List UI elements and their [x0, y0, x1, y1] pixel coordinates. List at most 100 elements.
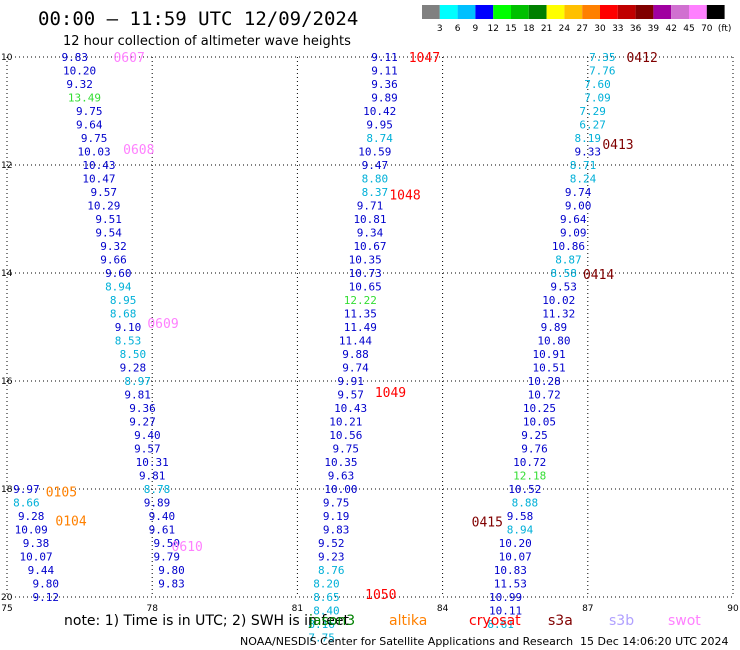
pass-label: 0415	[472, 515, 503, 530]
satellite-legend: jason3 altika cryosat s3a s3b swot	[308, 613, 701, 629]
pass-label: 0608	[123, 143, 154, 158]
swh-value: 10.09	[15, 524, 48, 537]
swh-value: 9.60	[105, 267, 132, 280]
scale-swatch	[493, 5, 511, 19]
swh-value: 9.33	[575, 146, 602, 159]
pass-label: 1047	[409, 51, 440, 66]
swh-value: 10.99	[489, 591, 522, 604]
swh-value: 9.81	[124, 389, 151, 402]
swh-value: 9.38	[23, 537, 50, 550]
footer-timestamp: 15 Dec 14:06:20 UTC 2024	[580, 635, 728, 648]
scale-swatch	[457, 5, 476, 19]
swh-value: 10.86	[552, 240, 585, 253]
scale-label: 3	[437, 24, 443, 34]
swh-value: 7.09	[584, 92, 611, 105]
swh-value: 10.31	[136, 456, 169, 469]
scale-label: 45	[683, 24, 694, 34]
swh-value: 8.94	[507, 524, 534, 537]
swh-value: 6.27	[579, 119, 606, 132]
y-tick-label: 16	[1, 377, 13, 387]
swh-value: 7.76	[589, 65, 616, 78]
y-tick-label: 10	[1, 53, 13, 63]
swh-value: 9.89	[144, 497, 171, 510]
scale-label: 36	[630, 24, 642, 34]
swh-value: 10.56	[329, 429, 362, 442]
swh-value: 9.58	[507, 510, 534, 523]
swh-value: 9.25	[521, 429, 548, 442]
swh-value: 9.81	[139, 470, 166, 483]
swh-value: 9.75	[323, 497, 350, 510]
swh-value: 11.32	[542, 308, 575, 321]
swh-value: 9.74	[342, 362, 369, 375]
pass-label: 1048	[389, 189, 420, 204]
swh-value: 10.43	[82, 159, 115, 172]
swh-value: 9.12	[32, 591, 59, 604]
swh-value: 9.66	[100, 254, 127, 267]
swh-value: 8.97	[124, 375, 151, 388]
swh-value: 9.61	[149, 524, 176, 537]
swh-value: 9.28	[120, 362, 147, 375]
swh-value: 9.36	[371, 78, 398, 91]
axis-ticks: 75 78 81 84 87 90 10 12 14 16 18 20	[1, 53, 739, 614]
swh-value: 9.91	[337, 375, 364, 388]
swh-value: 9.75	[76, 105, 103, 118]
swh-value: 10.81	[353, 213, 386, 226]
swh-value: 9.40	[134, 429, 161, 442]
swh-value: 8.95	[110, 294, 137, 307]
swh-value: 8.20	[313, 578, 340, 591]
swh-value: 8.61	[487, 618, 514, 631]
swh-value: 8.50	[120, 348, 147, 361]
swh-value: 13.49	[68, 92, 101, 105]
y-tick-label: 14	[1, 269, 13, 279]
x-tick-label: 87	[582, 604, 593, 614]
y-tick-label: 20	[1, 593, 13, 603]
swh-value: 11.35	[344, 308, 377, 321]
swh-value: 9.52	[318, 537, 345, 550]
swh-value: 9.76	[521, 443, 548, 456]
pass-label: 1049	[375, 386, 406, 401]
swh-value: 9.64	[560, 213, 587, 226]
satellite-legend-item: cryosat	[469, 613, 521, 629]
swh-value: 8.53	[115, 335, 142, 348]
swh-value: 8.80	[362, 173, 389, 186]
scale-label: 6	[455, 24, 461, 34]
scale-swatch	[582, 5, 600, 19]
swh-value: 10.52	[508, 483, 541, 496]
swh-value: 10.21	[329, 416, 362, 429]
color-scale-legend: 3 6 9 12 15 18 21 24 27 30 33 36 39 42 45 70 (ft)	[422, 5, 731, 34]
swh-value: 10.43	[334, 402, 367, 415]
swh-value: 9.09	[560, 227, 587, 240]
satellite-legend-item: swot	[668, 613, 701, 629]
swh-value: 9.00	[565, 200, 592, 213]
swh-value: 11.53	[494, 578, 527, 591]
swh-value: 9.80	[158, 564, 185, 577]
scale-label: 33	[612, 24, 623, 34]
scale-swatch	[617, 5, 636, 19]
swh-value: 9.53	[550, 281, 577, 294]
swh-value: 9.89	[371, 92, 398, 105]
swh-value: 10.11	[489, 605, 522, 618]
scale-label: 18	[523, 24, 535, 34]
pass-label: 0413	[602, 138, 633, 153]
swh-value: 9.83	[323, 524, 350, 537]
swh-value: 10.35	[349, 254, 382, 267]
swh-value: 9.64	[76, 119, 103, 132]
pass-label: 0609	[147, 317, 178, 332]
scale-label: 70	[701, 24, 713, 34]
swh-value: 9.57	[337, 389, 364, 402]
scale-label: 24	[559, 24, 571, 34]
swh-value: 10.07	[19, 551, 52, 564]
swh-value: 9.27	[129, 416, 156, 429]
y-tick-label: 12	[1, 161, 12, 171]
x-tick-label: 84	[437, 604, 449, 614]
swh-value: 8.88	[512, 497, 539, 510]
swh-value: 10.28	[528, 375, 561, 388]
swh-value: 12.18	[513, 470, 546, 483]
swh-value: 8.76	[318, 564, 345, 577]
scale-swatch	[600, 5, 618, 19]
swh-value: 9.36	[129, 402, 156, 415]
swh-value: 10.67	[353, 240, 386, 253]
swh-value: 9.63	[328, 470, 355, 483]
swh-value: 9.95	[366, 119, 393, 132]
